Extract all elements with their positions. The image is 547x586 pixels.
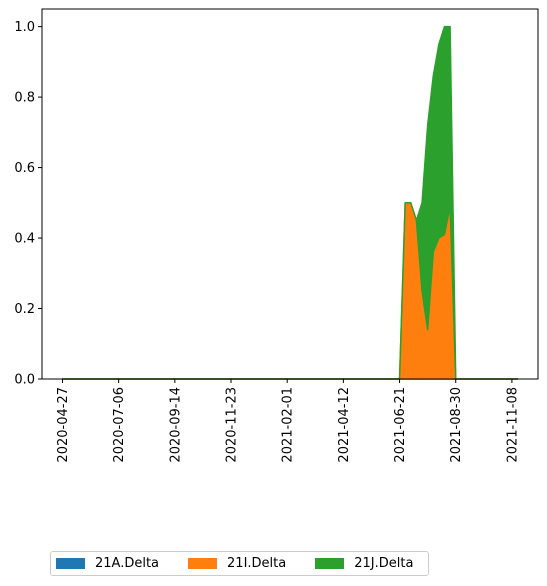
- y-tick-label: 0.8: [14, 91, 35, 106]
- x-tick-label: 2021-08-30: [449, 387, 464, 463]
- legend-label-21j-delta: 21J.Delta: [354, 556, 414, 571]
- x-tick-label: 2021-04-12: [337, 387, 352, 463]
- plot-frame: [41, 8, 539, 380]
- x-tick-label: 2021-02-01: [281, 387, 296, 463]
- x-tick-label: 2020-11-23: [225, 387, 240, 463]
- legend-label-21i-delta: 21I.Delta: [227, 556, 287, 571]
- y-tick-label: 0.4: [14, 232, 35, 247]
- y-tick-label: 0.2: [14, 302, 35, 317]
- area-21i-delta: [61, 202, 519, 380]
- legend-item-21j-delta: 21J.Delta: [315, 556, 413, 571]
- legend-item-21a-delta: 21A.Delta: [56, 556, 188, 571]
- legend-item-21i-delta: 21I.Delta: [188, 556, 315, 571]
- x-tick-label: 2020-07-06: [112, 387, 127, 463]
- legend-swatch-21a-delta: [56, 558, 85, 569]
- legend-swatch-21i-delta: [188, 558, 218, 569]
- y-tick-label: 0.6: [14, 161, 35, 176]
- series-areas: [61, 25, 519, 380]
- legend: 21A.Delta 21I.Delta 21J.Delta: [50, 551, 429, 576]
- x-tick-label: 2021-06-21: [393, 387, 408, 463]
- x-tick-label: 2020-09-14: [168, 387, 183, 463]
- y-axis: 0.0 0.2 0.4 0.6 0.8 1.0: [14, 20, 42, 388]
- legend-swatch-21j-delta: [315, 558, 345, 569]
- x-axis: 2020-04-27 2020-07-06 2020-09-14 2020-11-23…: [56, 379, 520, 463]
- legend-label-21a-delta: 21A.Delta: [95, 556, 160, 571]
- x-tick-label: 2020-04-27: [56, 387, 71, 463]
- y-tick-label: 1.0: [14, 20, 35, 35]
- x-tick-label: 2021-11-08: [505, 387, 520, 463]
- y-tick-label: 0.0: [14, 373, 35, 388]
